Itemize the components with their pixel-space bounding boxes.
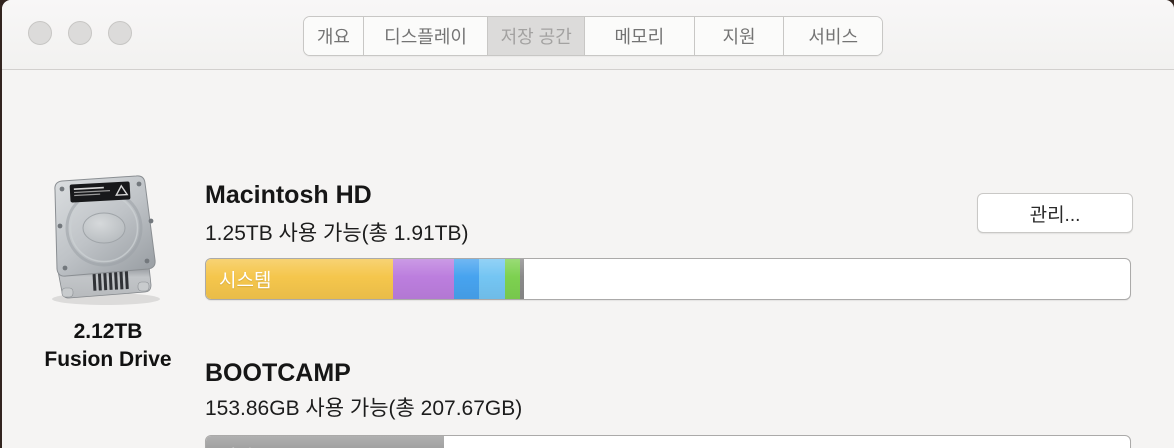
storage-bar-macintosh-hd: 시스템 — [205, 258, 1131, 300]
tab-displays-label: 디스플레이 — [384, 27, 467, 47]
storage-bar-bootcamp: 기타 — [205, 435, 1131, 448]
tab-overview[interactable]: 개요 — [304, 17, 364, 55]
manage-button[interactable]: 관리... — [977, 193, 1133, 233]
traffic-lights — [28, 21, 132, 45]
volume-availability-macintosh-hd: 1.25TB 사용 가능(총 1.91TB) — [205, 222, 469, 245]
titlebar[interactable]: 개요 디스플레이 저장 공간 메모리 지원 서비스 — [2, 0, 1174, 70]
tab-overview-label: 개요 — [316, 27, 350, 47]
tab-storage-label: 저장 공간 — [500, 27, 572, 47]
storage-segment — [505, 259, 521, 299]
storage-segment — [479, 259, 506, 299]
storage-segment: 기타 — [206, 436, 445, 448]
storage-segment-label: 기타 — [219, 443, 254, 448]
drive-caption: 2.12TB Fusion Drive — [15, 318, 201, 374]
volume-availability-bootcamp: 153.86GB 사용 가능(총 207.67GB) — [205, 397, 523, 420]
zoom-button[interactable] — [108, 21, 132, 45]
minimize-button[interactable] — [68, 21, 92, 45]
volume-name-macintosh-hd: Macintosh HD — [205, 181, 372, 209]
tab-service-label: 서비스 — [808, 27, 859, 47]
hard-drive-icon — [52, 175, 160, 305]
tab-support-label: 지원 — [722, 27, 756, 47]
volume-name-bootcamp: BOOTCAMP — [205, 359, 351, 387]
storage-segment: 시스템 — [206, 259, 393, 299]
storage-segment — [453, 259, 480, 299]
tab-displays[interactable]: 디스플레이 — [363, 17, 489, 55]
storage-segment — [520, 259, 525, 299]
drive-capacity-label: 2.12TB — [73, 320, 143, 343]
close-button[interactable] — [28, 21, 52, 45]
drive-name-label: Fusion Drive — [44, 348, 172, 371]
storage-segment — [392, 259, 454, 299]
tab-memory-label: 메모리 — [614, 27, 665, 47]
storage-pane: 2.12TB Fusion Drive Macintosh HD 1.25TB … — [2, 71, 1174, 448]
tab-storage[interactable]: 저장 공간 — [488, 17, 586, 55]
tab-service[interactable]: 서비스 — [784, 17, 882, 55]
storage-segment-label: 시스템 — [219, 270, 272, 292]
tab-support[interactable]: 지원 — [694, 17, 785, 55]
tab-memory[interactable]: 메모리 — [585, 17, 695, 55]
tab-bar: 개요 디스플레이 저장 공간 메모리 지원 서비스 — [303, 16, 883, 56]
